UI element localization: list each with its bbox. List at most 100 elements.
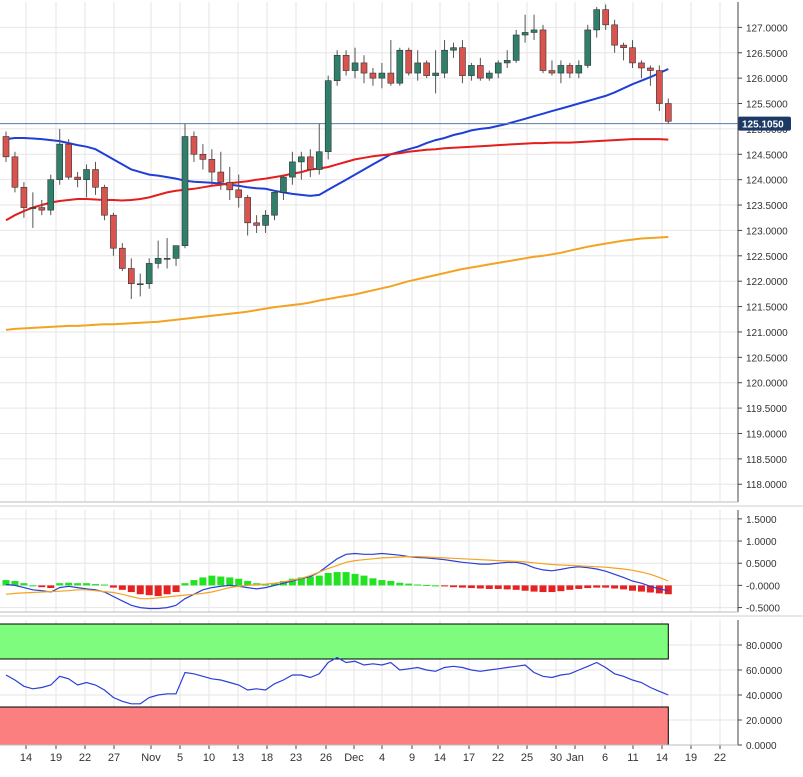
price-tick-label: 118.5000 xyxy=(746,455,787,466)
rsi-line-path xyxy=(5,656,669,705)
macd-histogram-bar xyxy=(602,585,610,588)
price-tick-label: 120.5000 xyxy=(746,353,788,364)
macd-histogram-bar xyxy=(145,585,153,596)
price-tick-label: 122.0000 xyxy=(746,277,788,288)
macd-histogram-bar xyxy=(450,585,457,588)
macd-histogram-bar xyxy=(315,575,323,586)
rsi-line xyxy=(5,656,669,705)
candle-body xyxy=(253,222,260,226)
macd-histogram-bar xyxy=(20,583,28,586)
macd-histogram-bar xyxy=(208,575,216,586)
macd-panel: 1.5000 1.0000 0.5000 -0.0000 -0.5000 xyxy=(0,510,780,615)
macd-histogram-bar xyxy=(288,578,296,586)
macd-histogram-bar xyxy=(611,585,619,589)
candle-body xyxy=(441,49,448,74)
price-tick-label: 126.5000 xyxy=(746,49,788,60)
macd-histogram-bar xyxy=(664,585,672,595)
candle-body xyxy=(432,72,439,76)
candle-body xyxy=(306,156,314,170)
macd-histogram-bar xyxy=(432,585,440,587)
macd-histogram-bar xyxy=(306,576,314,586)
macd-histogram-bar xyxy=(405,583,413,586)
macd-histogram-bar xyxy=(118,585,126,590)
candle-body xyxy=(324,80,332,153)
x-tick-label: 22 xyxy=(714,752,726,764)
candle-body xyxy=(298,156,305,163)
macd-histogram-bar xyxy=(423,584,431,586)
x-tick-label: 5 xyxy=(177,752,183,764)
macd-histogram-bar xyxy=(217,576,225,586)
candle-body xyxy=(342,54,350,71)
moving-averages xyxy=(5,68,669,331)
candle-body xyxy=(333,54,341,81)
x-tick-label: 10 xyxy=(203,752,215,764)
macd-histogram-bar xyxy=(378,580,386,586)
macd-histogram-bar xyxy=(521,585,529,591)
x-tick-label: 22 xyxy=(492,752,504,764)
macd-y-axis: 1.5000 1.0000 0.5000 -0.0000 -0.5000 xyxy=(738,515,780,615)
macd-histogram-bar xyxy=(136,585,144,595)
last-price-tag-bg xyxy=(738,116,791,131)
price-tick-label: 125.5000 xyxy=(746,100,788,111)
macd-histogram-bar xyxy=(127,585,135,593)
x-tick-label: Jan xyxy=(566,752,584,764)
candle-body xyxy=(47,179,55,211)
price-tick-label: 120.0000 xyxy=(746,379,788,390)
candle-body xyxy=(20,186,28,208)
macd-histogram-bar xyxy=(575,585,583,589)
candle-body xyxy=(602,9,609,26)
price-tick-label: 124.0000 xyxy=(746,176,788,187)
ma-line xyxy=(5,68,669,197)
candle-body xyxy=(154,258,162,264)
candle-body xyxy=(450,47,457,51)
x-tick-label: 6 xyxy=(602,752,608,764)
candle-body xyxy=(548,70,556,74)
macd-histogram-bar xyxy=(476,585,484,589)
candle-body xyxy=(656,70,663,104)
macd-histogram-bar xyxy=(629,585,636,591)
candle-body xyxy=(271,192,278,216)
x-tick-label: 14 xyxy=(434,752,446,764)
candle-body xyxy=(226,181,234,191)
macd-histogram-bar xyxy=(566,585,574,590)
x-tick-label: 22 xyxy=(79,752,91,764)
candle-body xyxy=(136,283,144,286)
candle-body xyxy=(647,67,654,71)
candle-body xyxy=(405,49,413,74)
price-tick-label: 119.5000 xyxy=(746,404,787,415)
rsi-oversold-band xyxy=(0,706,669,746)
macd-histogram-bar xyxy=(38,585,46,588)
macd-histogram-bar xyxy=(467,585,475,589)
candle-body xyxy=(459,47,466,76)
candle-body xyxy=(494,62,502,74)
candle-body xyxy=(396,49,404,84)
candle-body xyxy=(378,72,386,79)
macd-histogram-bar xyxy=(414,584,422,586)
last-price-tag-label: 125.1050 xyxy=(742,120,784,131)
candle-body xyxy=(244,197,251,224)
macd-histogram-bar xyxy=(199,577,207,586)
x-tick-label: Nov xyxy=(141,752,161,764)
macd-histogram-bar xyxy=(2,580,10,586)
macd-histogram-bar xyxy=(100,584,108,586)
candle-body xyxy=(83,169,90,180)
candle-body xyxy=(262,214,269,226)
price-tick-label: 121.5000 xyxy=(746,303,788,314)
macd-histogram-bar xyxy=(548,585,556,593)
macd-tick-label: -0.5000 xyxy=(746,604,780,615)
candle-body xyxy=(101,186,108,216)
price-panel: 127.0000126.5000126.0000125.5000125.0000… xyxy=(0,2,791,502)
x-tick-label: Dec xyxy=(344,752,364,764)
macd-histogram-bar xyxy=(494,585,502,589)
macd-histogram-bar xyxy=(512,585,520,590)
macd-line xyxy=(5,555,669,600)
candle-body xyxy=(387,72,395,84)
x-tick-label: 18 xyxy=(261,752,273,764)
candle-body xyxy=(280,176,287,193)
macd-histogram-bar xyxy=(396,582,404,586)
candle-body xyxy=(620,44,627,48)
macd-tick-label: 1.0000 xyxy=(746,537,777,548)
candle-body xyxy=(468,65,475,76)
macd-histogram-bar xyxy=(637,585,645,592)
macd-grid xyxy=(0,510,738,612)
